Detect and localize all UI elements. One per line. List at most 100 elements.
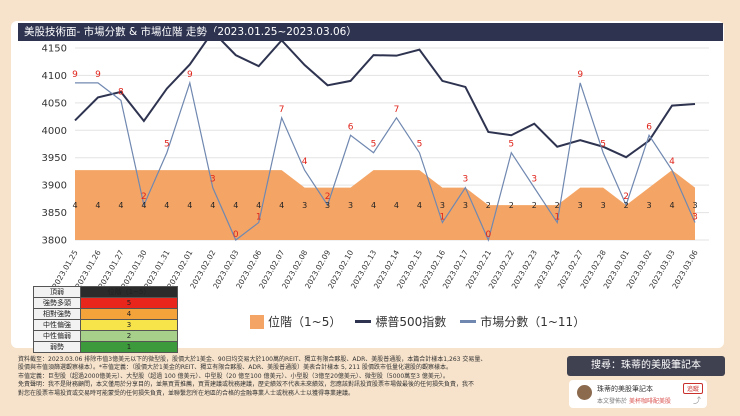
footer-line: 股價與市值須篩選觀察樣本）。*市值定義：（股價大於1美金的REIT、獨立有限合夥… bbox=[18, 364, 453, 372]
level-legend-value: 2 bbox=[80, 330, 178, 342]
source-link[interactable]: 美杯咖啡配美股 bbox=[628, 398, 671, 405]
score-data-label: 5 bbox=[417, 140, 423, 150]
level-legend-row: 強勢多頭 5 bbox=[33, 297, 178, 309]
score-data-label: 1 bbox=[256, 213, 262, 223]
level-data-label: 3 bbox=[463, 201, 468, 210]
level-data-label: 4 bbox=[233, 201, 238, 210]
legend-swatch-level bbox=[250, 314, 264, 329]
level-data-label: 2 bbox=[532, 201, 537, 210]
legend-item-sp500: 標普500指數 bbox=[355, 313, 446, 330]
score-data-label: 3 bbox=[692, 213, 698, 223]
level-legend-table: 頂弱 位階（1~5） 強勢多頭 5 相對強勢 4 中性偏強 3 中性偏弱 2 弱… bbox=[33, 286, 178, 353]
score-data-label: 4 bbox=[302, 157, 308, 167]
y-tick-label: 4100 bbox=[42, 71, 67, 82]
score-data-label: 3 bbox=[210, 175, 216, 185]
legend-label-score: 市場分數（1~11） bbox=[480, 315, 586, 329]
score-data-label: 0 bbox=[233, 230, 239, 240]
y-tick-label: 3850 bbox=[42, 208, 67, 219]
score-data-label: 1 bbox=[440, 213, 446, 223]
level-data-label: 3 bbox=[601, 201, 606, 210]
level-legend-label: 中性偏強 bbox=[33, 319, 81, 331]
score-data-label: 2 bbox=[141, 192, 147, 202]
score-data-label: 2 bbox=[623, 192, 629, 202]
level-data-label: 3 bbox=[578, 201, 583, 210]
author-bookmark-card[interactable]: 珠蒂的美股筆記本 追蹤 本文發佈於 美杯咖啡配美股 ⤴ bbox=[569, 380, 707, 408]
footer-notes: 資料截至：2023.03.06 排除市值3億美元以下的微型股，股價大於1美金、9… bbox=[18, 356, 558, 398]
score-data-label: 4 bbox=[669, 157, 675, 167]
chart-title: 美股技術面- 市場分數 & 市場位階 走勢（2023.01.25~2023.03… bbox=[18, 23, 723, 41]
x-axis: 2023.01.252023.01.262023.01.272023.01.30… bbox=[50, 248, 699, 290]
score-data-label: 2 bbox=[325, 192, 331, 202]
level-data-label: 4 bbox=[164, 201, 169, 210]
level-legend-label: 強勢多頭 bbox=[33, 297, 81, 309]
level-data-label: 4 bbox=[118, 201, 123, 210]
legend-label-sp500: 標普500指數 bbox=[375, 315, 447, 329]
author-name: 珠蒂的美股筆記本 bbox=[597, 385, 653, 393]
score-data-label: 3 bbox=[463, 175, 469, 185]
legend-item-score: 市場分數（1~11） bbox=[460, 313, 585, 330]
score-data-label: 1 bbox=[554, 213, 560, 223]
level-data-label: 3 bbox=[348, 201, 353, 210]
level-data-label: 4 bbox=[256, 201, 261, 210]
source-prefix: 本文發佈於 bbox=[597, 398, 628, 405]
level-area-series bbox=[75, 170, 695, 240]
level-data-label: 4 bbox=[72, 201, 77, 210]
avatar bbox=[577, 385, 592, 400]
level-data-labels: 4 4 4 4 4 4 4 4 4 4 3 3 3 4 4 4 3 3 2 2 2 2 3 3 2 3 4 3 bbox=[72, 201, 697, 210]
level-data-label: 3 bbox=[302, 201, 307, 210]
y-tick-label: 4000 bbox=[42, 126, 67, 137]
level-legend-label: 弱勢 bbox=[33, 341, 81, 353]
score-data-label: 5 bbox=[508, 140, 514, 150]
y-tick-label: 3900 bbox=[42, 181, 67, 192]
score-data-label: 7 bbox=[394, 105, 400, 115]
follow-button[interactable]: 追蹤 bbox=[682, 383, 703, 394]
score-data-label: 5 bbox=[600, 140, 606, 150]
legend-swatch-score bbox=[460, 320, 477, 323]
level-data-label: 3 bbox=[647, 201, 652, 210]
level-data-label: 2 bbox=[555, 201, 560, 210]
score-line-series bbox=[75, 80, 696, 242]
legend-swatch-sp500 bbox=[355, 320, 372, 323]
level-legend-value: 4 bbox=[80, 308, 178, 320]
footer-line: 市值定義：巨型股（超過2000億美元）、大型股（超過 100 億美元）、中型股（… bbox=[18, 372, 449, 380]
footer-line: 資料截至：2023.03.06 排除市值3億美元以下的微型股，股價大於1美金、9… bbox=[18, 356, 487, 363]
series-legend: 位階（1~5） 標普500指數 市場分數（1~11） bbox=[250, 313, 585, 330]
level-legend-row: 弱勢 1 bbox=[33, 341, 178, 353]
score-data-label: 9 bbox=[95, 70, 101, 80]
score-data-label: 9 bbox=[577, 70, 583, 80]
score-data-label: 9 bbox=[72, 70, 78, 80]
score-data-label: 7 bbox=[279, 105, 285, 115]
level-legend-value: 5 bbox=[80, 297, 178, 309]
score-data-label: 6 bbox=[646, 122, 652, 132]
footer-line: 免責聲明：我不是財務顧問，本文僅用於分享目的，並無買賣推薦，買賣建議或稅務建議，… bbox=[18, 381, 475, 389]
score-data-label: 8 bbox=[118, 87, 124, 97]
level-data-label: 4 bbox=[669, 201, 674, 210]
search-banner[interactable]: 搜尋：珠蒂的美股筆記本 bbox=[567, 356, 725, 376]
share-icon[interactable]: ⤴ bbox=[693, 396, 701, 405]
score-data-label: 0 bbox=[485, 230, 491, 240]
y-tick-label: 4150 bbox=[42, 44, 67, 55]
level-data-label: 3 bbox=[440, 201, 445, 210]
level-legend-row: 中性偏弱 2 bbox=[33, 330, 178, 342]
level-legend-header-label: 頂弱 bbox=[33, 286, 81, 298]
level-legend-header: 頂弱 位階（1~5） bbox=[33, 286, 178, 298]
score-data-label: 5 bbox=[164, 140, 170, 150]
level-data-label: 4 bbox=[95, 201, 100, 210]
y-tick-label: 3950 bbox=[42, 153, 67, 164]
legend-label-level: 位階（1~5） bbox=[268, 315, 342, 329]
level-data-label: 4 bbox=[371, 201, 376, 210]
score-data-label: 3 bbox=[531, 175, 537, 185]
level-legend-row: 相對強勢 4 bbox=[33, 308, 178, 320]
level-legend-header-value: 位階（1~5） bbox=[80, 286, 178, 298]
level-data-label: 2 bbox=[486, 201, 491, 210]
level-data-label: 4 bbox=[141, 201, 146, 210]
level-data-label: 4 bbox=[279, 201, 284, 210]
y-tick-label: 3800 bbox=[42, 236, 67, 247]
level-data-label: 4 bbox=[394, 201, 399, 210]
level-data-label: 2 bbox=[509, 201, 514, 210]
level-data-label: 4 bbox=[210, 201, 215, 210]
footer-line: 對您在股票市場投資或交易時可能蒙受的任何損失負責，並聯繫您所在地區的合格的金融專… bbox=[18, 389, 355, 397]
level-legend-value: 3 bbox=[80, 319, 178, 331]
